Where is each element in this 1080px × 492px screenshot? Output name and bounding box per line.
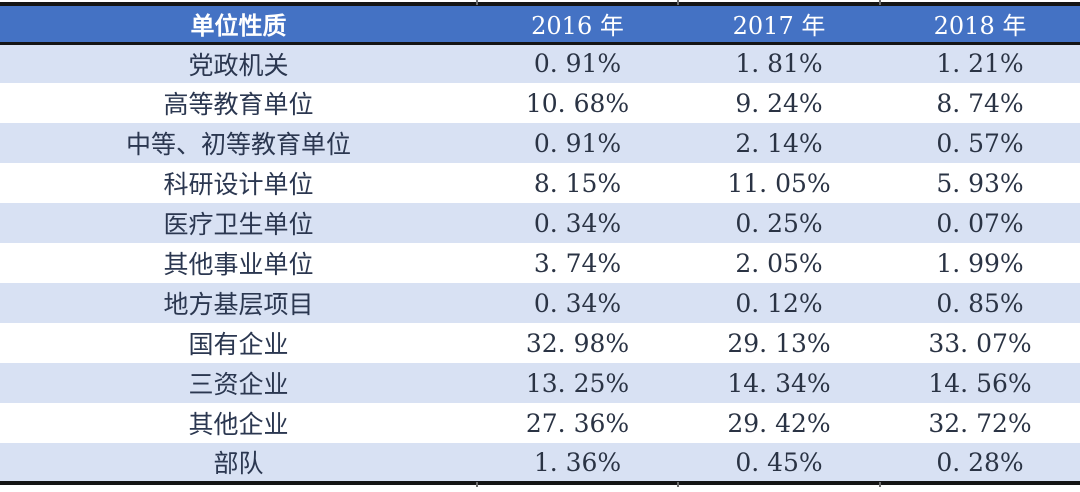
table-row: 中等、初等教育单位 0. 91% 2. 14% 0. 57% (0, 123, 1080, 163)
value-cell: 29. 42% (727, 408, 831, 438)
value-cell: 11. 05% (727, 168, 831, 198)
value-cell: 32. 98% (525, 328, 630, 358)
value-cell: 0. 28% (936, 447, 1024, 477)
row-label: 三资企业 (188, 370, 289, 399)
header-year-2018: 2018 年 (880, 4, 1080, 45)
header-year-2016: 2016 年 (477, 4, 678, 45)
value-cell: 29. 13% (727, 328, 831, 358)
table-row: 科研设计单位 8. 15% 11. 05% 5. 93% (0, 163, 1080, 203)
value-cell: 0. 91% (533, 49, 622, 79)
table-row: 三资企业 13. 25% 14. 34% 14. 56% (0, 363, 1080, 403)
value-cell: 2. 14% (735, 128, 823, 158)
value-cell: 0. 85% (936, 288, 1024, 318)
row-label: 党政机关 (188, 50, 289, 80)
table-row: 医疗卫生单位 0. 34% 0. 25% 0. 07% (0, 203, 1080, 243)
value-cell: 14. 56% (928, 368, 1032, 398)
value-cell: 27. 36% (525, 408, 630, 438)
table-row: 地方基层项目 0. 34% 0. 12% 0. 85% (0, 283, 1080, 323)
column-tick-top-2 (677, 0, 679, 5)
row-label: 其他企业 (188, 410, 289, 439)
row-label: 中等、初等教育单位 (125, 130, 351, 159)
value-cell: 0. 34% (533, 208, 622, 238)
column-tick-bottom-2 (677, 482, 679, 487)
row-label: 地方基层项目 (163, 290, 314, 319)
column-tick-bottom-3 (879, 482, 881, 487)
table-row: 高等教育单位 10. 68% 9. 24% 8. 74% (0, 83, 1080, 123)
row-label: 科研设计单位 (163, 170, 314, 199)
header-unit-nature: 单位性质 (0, 4, 477, 45)
value-cell: 0. 25% (735, 208, 823, 238)
value-cell: 1. 99% (936, 248, 1024, 278)
table-row: 其他事业单位 3. 74% 2. 05% 1. 99% (0, 243, 1080, 283)
value-cell: 33. 07% (928, 328, 1032, 358)
column-tick-top-3 (879, 0, 881, 5)
value-cell: 1. 81% (735, 49, 823, 79)
table-row: 国有企业 32. 98% 29. 13% 33. 07% (0, 323, 1080, 363)
value-cell: 9. 24% (735, 88, 823, 118)
header-year-2017: 2017 年 (678, 4, 880, 45)
value-cell: 1. 36% (533, 447, 622, 477)
column-tick-top-1 (476, 0, 478, 5)
value-cell: 0. 07% (936, 208, 1024, 238)
value-cell: 0. 45% (735, 447, 823, 477)
value-cell: 14. 34% (727, 368, 831, 398)
row-label: 部队 (213, 449, 264, 478)
table-row: 其他企业 27. 36% 29. 42% 32. 72% (0, 403, 1080, 443)
value-cell: 5. 93% (936, 168, 1024, 198)
column-tick-bottom-1 (476, 482, 478, 487)
value-cell: 0. 57% (936, 128, 1024, 158)
table-row: 党政机关 0. 91% 1. 81% 1. 21% (0, 43, 1080, 83)
table-row: 部队 1. 36% 0. 45% 0. 28% (0, 443, 1080, 483)
value-cell: 8. 74% (936, 88, 1024, 118)
value-cell: 3. 74% (533, 248, 622, 278)
value-cell: 0. 12% (735, 288, 823, 318)
row-label: 国有企业 (188, 330, 289, 359)
value-cell: 2. 05% (735, 248, 823, 278)
value-cell: 32. 72% (928, 408, 1032, 438)
value-cell: 0. 91% (533, 128, 622, 158)
value-cell: 13. 25% (525, 368, 630, 398)
row-label: 其他事业单位 (163, 250, 314, 279)
table-header-row: 单位性质 2016 年 2017 年 2018 年 (0, 4, 1080, 45)
value-cell: 0. 34% (533, 288, 622, 318)
value-cell: 10. 68% (525, 88, 630, 118)
row-label: 医疗卫生单位 (163, 210, 314, 239)
value-cell: 1. 21% (936, 49, 1024, 79)
value-cell: 8. 15% (533, 168, 622, 198)
row-label: 高等教育单位 (163, 90, 314, 119)
